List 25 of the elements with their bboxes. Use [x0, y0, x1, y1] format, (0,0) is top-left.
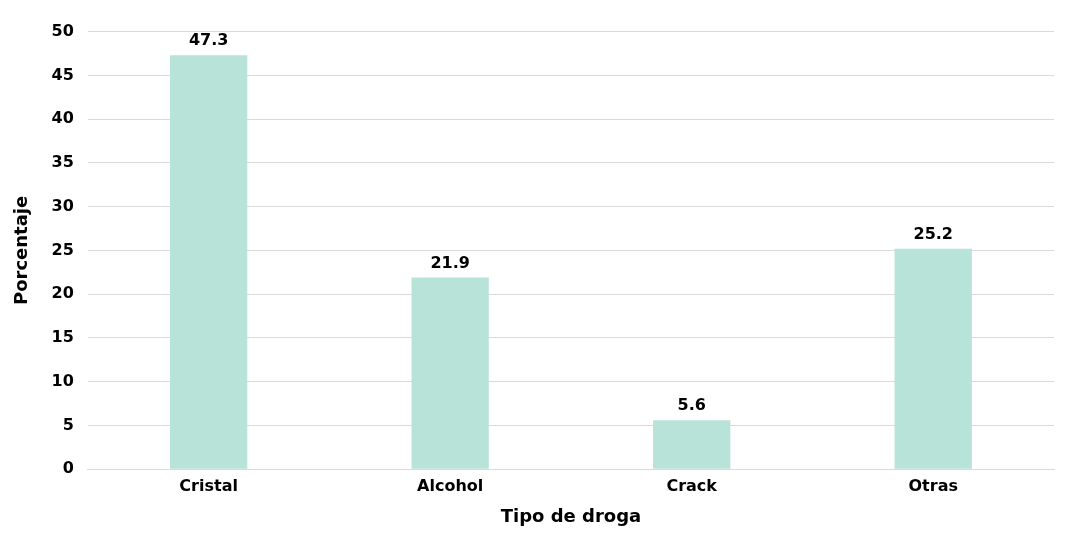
- bar: [411, 277, 489, 469]
- x-tick-label: Cristal: [179, 475, 238, 495]
- y-tick-label: 35: [51, 152, 74, 172]
- x-axis-title: Tipo de droga: [500, 504, 642, 526]
- x-tick-label: Otras: [908, 475, 958, 495]
- data-label: 47.3: [188, 30, 229, 50]
- y-tick-label: 0: [62, 458, 74, 478]
- x-tick-label: Crack: [666, 475, 718, 495]
- y-tick-label: 10: [51, 370, 74, 390]
- y-tick-label: 45: [51, 64, 74, 84]
- y-tick-label: 25: [51, 239, 74, 259]
- y-tick-label: 40: [51, 108, 74, 128]
- data-label: 5.6: [677, 395, 706, 415]
- y-tick-label: 20: [51, 283, 74, 303]
- bar: [169, 55, 248, 469]
- data-label: 21.9: [430, 252, 470, 272]
- y-axis-title: Porcentaje: [10, 195, 32, 306]
- data-label: 25.2: [913, 223, 953, 243]
- y-tick-label: 5: [62, 414, 74, 434]
- bar: [653, 420, 731, 469]
- y-tick-label: 50: [51, 20, 74, 40]
- y-tick-label: 30: [51, 195, 74, 215]
- x-tick-label: Alcohol: [417, 475, 484, 495]
- bar: [894, 248, 972, 469]
- y-tick-label: 15: [51, 327, 74, 347]
